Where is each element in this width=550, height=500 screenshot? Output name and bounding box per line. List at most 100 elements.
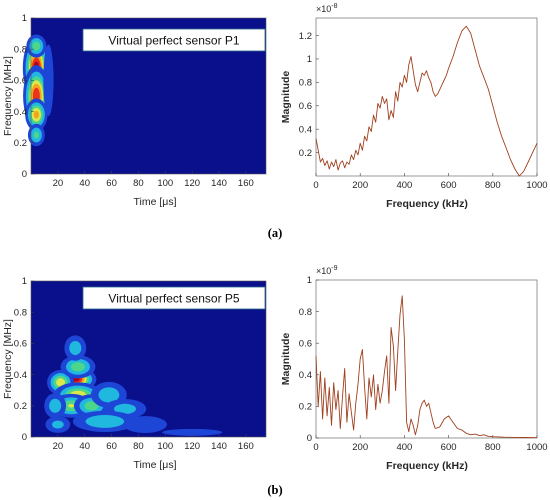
spectrum-panel-b: 0 200 400 600 800 1000 0 0.2 0.4 0.6 0.8 1 ×10-9 Fr… xyxy=(280,265,548,472)
spectrum-a-ticks: 0 200 400 600 800 1000 0.2 0.4 0.6 0.8 1 1.2 xyxy=(299,31,548,191)
figure-label-b: (b) xyxy=(267,483,282,497)
x-tick-label: 120 xyxy=(184,441,200,452)
y-tick-label: 1 xyxy=(307,54,312,65)
x-tick-label: 200 xyxy=(352,442,368,453)
x-tick-label: 40 xyxy=(79,441,90,452)
heatmap-b-ylabel: Frequency [MHz] xyxy=(2,319,14,399)
x-tick-label: 20 xyxy=(53,441,64,452)
heatmap-a-xlabel: Time [μs] xyxy=(134,196,177,208)
heatmap-b-contours xyxy=(44,335,223,436)
heatmap-contour-7-1 xyxy=(98,387,120,403)
y-tick-label: 0.2 xyxy=(299,402,312,413)
y-tick-label: 0.4 xyxy=(299,370,312,381)
y-tick-label: 0.8 xyxy=(14,307,27,318)
spectrum-a-ylabel: Magnitude xyxy=(280,71,292,124)
heatmap-contour-6-1 xyxy=(69,341,82,356)
heatmap-a-frame xyxy=(30,17,267,175)
x-tick-label: 160 xyxy=(238,178,254,189)
heatmap-b-frame xyxy=(30,280,267,438)
y-tick-label: 0.6 xyxy=(14,76,27,87)
x-tick-label: 100 xyxy=(157,441,173,452)
heatmap-a-title-box xyxy=(82,28,266,52)
heatmap-panel-b: 20 40 60 80 100 120 140 160 0 0.2 0.4 0.6 0.8 1 Virtu… xyxy=(2,276,267,471)
y-tick-label: 0.8 xyxy=(299,307,312,318)
y-tick-label: 0 xyxy=(307,433,312,444)
heatmap-a-ylabel: Frequency [MHz] xyxy=(2,56,14,136)
x-tick-label: 120 xyxy=(184,178,200,189)
heatmap-a-title: Virtual perfect sensor P1 xyxy=(108,34,240,48)
x-tick-label: 0 xyxy=(313,180,318,191)
heatmap-b-ticks: 20 40 60 80 100 120 140 160 0 0.2 0.4 0.6 0.8 1 xyxy=(14,276,254,452)
y-tick-label: 0.2 xyxy=(14,401,27,412)
heatmap-b-title-box xyxy=(82,286,266,310)
y-tick-label: 1 xyxy=(307,275,312,286)
x-tick-label: 800 xyxy=(485,180,501,191)
heatmap-contour-11-1 xyxy=(52,420,64,429)
spectrum-b-line-group xyxy=(315,295,538,439)
heatmap-contour-5-0 xyxy=(43,44,54,117)
x-tick-label: 60 xyxy=(106,178,117,189)
heatmap-contour-3-2 xyxy=(32,41,41,51)
heatmap-contour-1-3 xyxy=(56,378,66,387)
heatmap-contour-2-4 xyxy=(33,110,40,119)
x-tick-label: 0 xyxy=(313,442,318,453)
heatmap-contour-9-1 xyxy=(85,414,125,428)
spectrum-b-xlabel: Frequency (kHz) xyxy=(386,460,468,472)
heatmap-contour-13-0 xyxy=(162,428,223,436)
heatmap-contour-4-2 xyxy=(33,131,40,139)
heatmap-a-ticks: 20 40 60 80 100 120 140 160 0 0.2 0.4 0.6 0.8 1 xyxy=(14,13,254,189)
x-tick-label: 100 xyxy=(157,178,173,189)
y-tick-label: 0.6 xyxy=(299,101,312,112)
spectrum-b-multiplier: ×10-9 xyxy=(316,265,338,276)
heatmap-contour-8-1 xyxy=(113,403,137,415)
heatmap-contour-3-3 xyxy=(68,404,75,408)
spectrum-b-ylabel: Magnitude xyxy=(280,333,292,386)
x-tick-label: 800 xyxy=(485,442,501,453)
heatmap-panel-a: 20 40 60 80 100 120 140 160 0 0.2 0.4 0.6 0.8 1 Virtu… xyxy=(2,13,267,208)
spectrum-a-line-group xyxy=(315,25,538,177)
heatmap-b-xlabel: Time [μs] xyxy=(134,459,177,471)
y-tick-label: 1 xyxy=(22,13,27,24)
y-tick-label: 0.2 xyxy=(299,148,312,159)
y-tick-label: 1.2 xyxy=(299,31,312,42)
x-tick-label: 140 xyxy=(211,441,227,452)
x-tick-label: 160 xyxy=(238,441,254,452)
x-tick-label: 1000 xyxy=(526,180,547,191)
x-tick-label: 40 xyxy=(79,178,90,189)
y-tick-label: 0.4 xyxy=(14,107,27,118)
spectrum-line xyxy=(315,25,538,177)
x-tick-label: 60 xyxy=(106,441,117,452)
y-tick-label: 0 xyxy=(22,169,27,180)
x-tick-label: 80 xyxy=(133,441,144,452)
spectrum-line xyxy=(315,295,538,439)
x-tick-label: 400 xyxy=(396,442,412,453)
y-tick-label: 0.2 xyxy=(14,138,27,149)
x-tick-label: 80 xyxy=(133,178,144,189)
spectrum-a-xlabel: Frequency (kHz) xyxy=(386,198,468,210)
y-tick-label: 0.8 xyxy=(299,78,312,89)
heatmap-contour-10-1 xyxy=(49,398,62,413)
x-tick-label: 600 xyxy=(441,180,457,191)
x-tick-label: 600 xyxy=(441,442,457,453)
y-tick-label: 0.4 xyxy=(299,124,312,135)
heatmap-contour-4-2 xyxy=(84,401,99,411)
heatmap-contour-12-0 xyxy=(123,416,167,433)
spectrum-b-frame xyxy=(315,279,538,439)
spectrum-b-ticks: 0 200 400 600 800 1000 0 0.2 0.4 0.6 0.8 1 xyxy=(299,275,548,453)
y-tick-label: 0.8 xyxy=(14,44,27,55)
y-tick-label: 0.4 xyxy=(14,370,27,381)
x-tick-label: 1000 xyxy=(526,442,547,453)
x-tick-label: 20 xyxy=(53,178,64,189)
y-tick-label: 1 xyxy=(22,276,27,287)
y-tick-label: 0.6 xyxy=(14,339,27,350)
spectrum-a-frame xyxy=(315,17,538,177)
x-tick-label: 400 xyxy=(396,180,412,191)
figure-label-a: (a) xyxy=(268,226,283,240)
heatmap-b-title: Virtual perfect sensor P5 xyxy=(108,292,240,306)
x-tick-label: 140 xyxy=(211,178,227,189)
x-tick-label: 200 xyxy=(352,180,368,191)
y-tick-label: 0.6 xyxy=(299,338,312,349)
spectrum-a-multiplier: ×10-8 xyxy=(316,3,338,14)
